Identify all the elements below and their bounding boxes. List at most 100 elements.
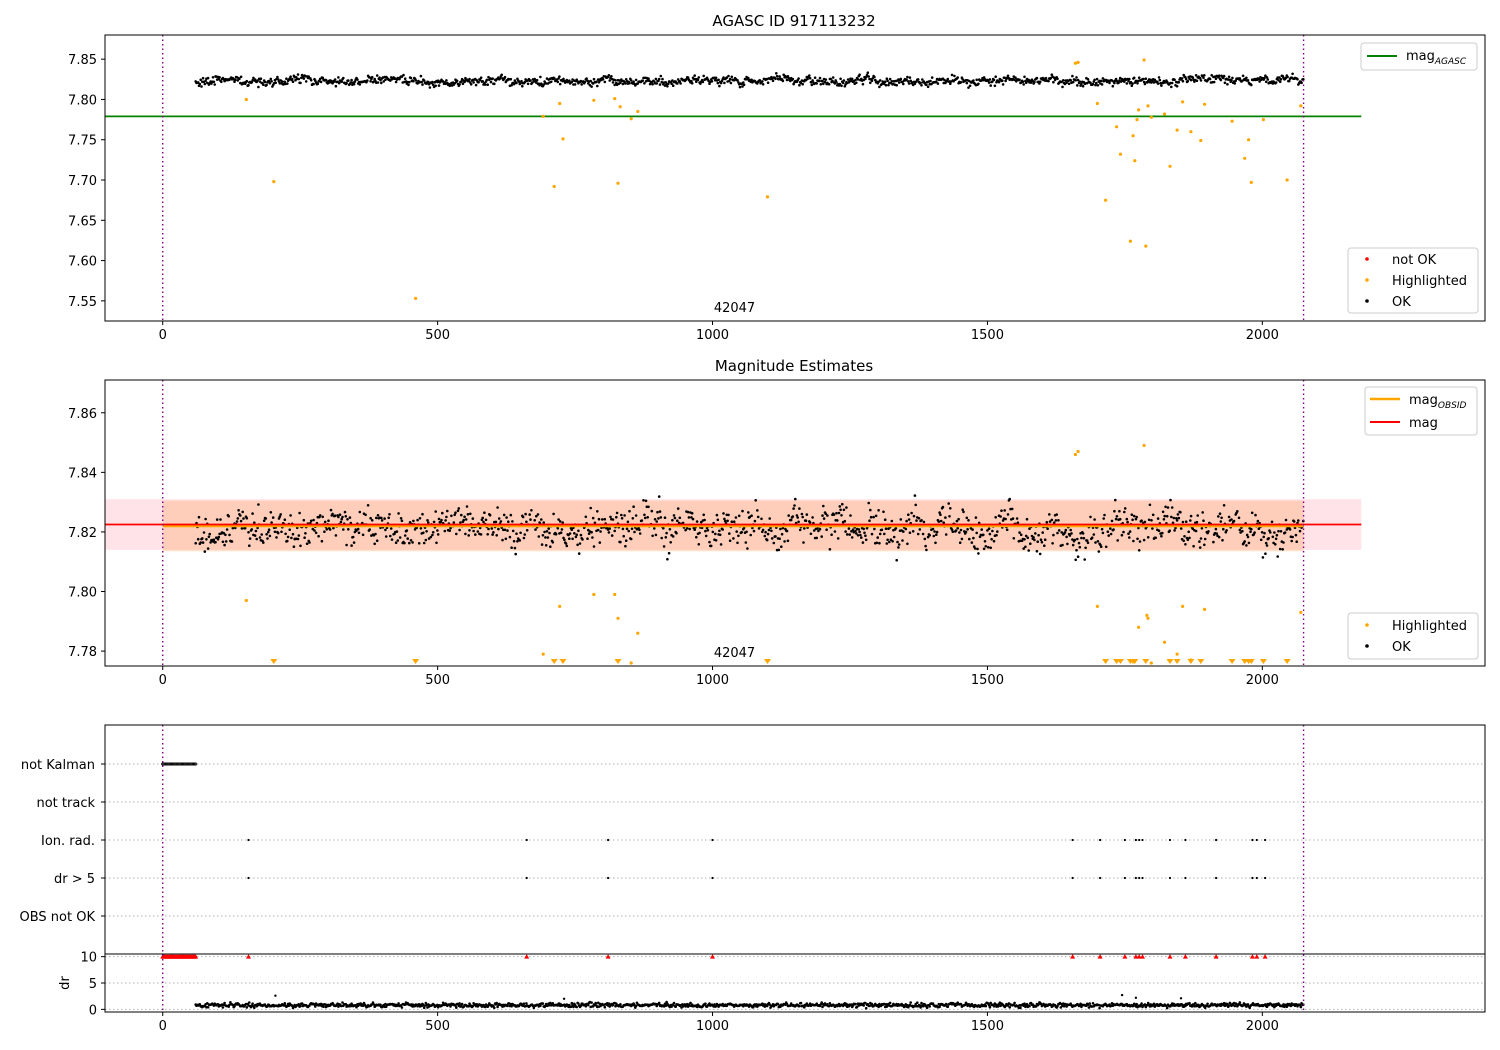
ok-point [546,536,550,539]
dr-point [634,1004,638,1008]
ok-point [280,530,283,534]
flag-point [1099,876,1102,880]
ok-point [525,520,528,524]
ok-point [1021,80,1025,84]
ok-point [1104,545,1108,549]
ok-point [312,82,315,86]
ok-point [843,519,847,523]
ok-point [1189,514,1193,518]
below-range-marker [1283,659,1291,664]
ok-point [727,513,730,517]
ok-point [449,526,452,530]
ok-point [1093,518,1096,521]
ok-point [1264,74,1267,77]
ok-point [667,551,671,555]
ok-point [1103,513,1106,517]
ok-point [580,83,583,86]
ok-point [337,515,340,519]
ok-point [1300,81,1303,85]
ok-point [1001,83,1005,86]
ok-point [218,76,221,79]
ok-point [654,77,658,81]
ok-point [867,501,870,505]
ok-point [525,529,529,532]
ok-point [1092,533,1096,536]
ok-point [778,537,781,540]
ok-point [206,81,209,85]
ok-point [640,519,644,522]
ok-point [463,80,466,84]
highlighted-point [1181,604,1185,609]
highlighted-point [1137,108,1141,112]
ok-point [730,75,734,79]
ok-point [659,74,663,78]
ok-point [518,539,522,542]
ok-point [275,536,278,539]
ok-point [624,82,627,85]
ok-point [597,517,601,521]
ok-point [304,532,307,535]
ok-point [838,82,842,86]
ok-point [587,532,591,535]
dr-point [798,1004,801,1008]
ok-point [270,521,273,524]
ok-point [1223,81,1227,85]
ok-point [662,526,665,530]
x-tick-label: 0 [159,328,167,343]
ok-point [1230,518,1233,521]
ok-point [1247,541,1251,545]
ok-point [455,532,458,536]
ok-point [722,512,725,515]
ok-point [405,529,409,532]
y-tick-label: 7.80 [68,586,97,601]
ok-point [696,78,700,82]
ok-point [452,521,456,524]
ok-point [750,78,753,82]
dr-point [245,1006,249,1009]
ok-point [1195,79,1199,83]
ok-point [265,533,268,536]
y-tick-label: 7.55 [68,295,97,310]
ok-point [897,546,900,549]
ok-point [878,532,882,536]
ok-point [1109,527,1112,530]
ok-point [888,540,891,544]
dr-point [206,1006,210,1009]
ok-point [1189,519,1192,522]
ok-point [1015,517,1019,520]
ok-point [1198,76,1202,80]
ok-point [822,82,825,86]
legend-marker [1365,257,1369,261]
dr-point [572,1005,575,1009]
ok-point [1274,81,1278,84]
legend-label: mag [1409,416,1438,431]
ok-point [932,534,936,538]
ok-point [989,546,992,550]
highlighted-point [1142,443,1146,448]
ok-point [611,81,615,84]
ok-point [624,539,628,542]
ok-point [864,534,867,537]
legend-marker [1365,623,1369,627]
ok-point [676,82,679,85]
ok-point [1177,516,1181,520]
ok-point [510,546,513,549]
ok-point [914,503,917,507]
highlighted-point [1175,128,1179,132]
legend-label: mag [1409,393,1438,408]
ok-point [1065,535,1068,539]
ok-point [642,499,645,502]
ok-point [333,80,336,83]
ok-point [1264,541,1268,545]
ok-point [477,80,480,84]
ok-point [455,79,459,83]
ok-point [334,84,338,88]
ok-point [251,512,254,515]
legend-label-sub: AGASC [1434,57,1467,67]
ok-point [345,543,348,547]
ok-point [212,538,216,541]
x-tick-label: 1500 [971,328,1004,343]
ok-point [854,78,857,82]
ok-point [1052,533,1055,537]
ok-point [697,76,701,79]
